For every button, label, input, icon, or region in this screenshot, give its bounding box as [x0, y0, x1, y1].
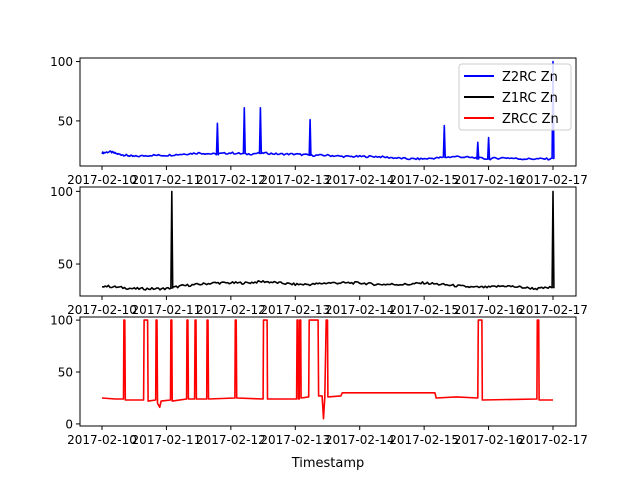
bottom-x-ticks: 2017-02-102017-02-112017-02-122017-02-13… — [67, 426, 588, 447]
middle-x-ticks: 2017-02-102017-02-112017-02-122017-02-13… — [67, 296, 588, 317]
bottom-y-tick-label: 100 — [50, 314, 73, 328]
bottom-x-tick-label: 2017-02-11 — [132, 433, 202, 447]
top-x-tick-label: 2017-02-13 — [260, 173, 330, 187]
middle-series-line-z1rc-zn — [101, 190, 555, 291]
top-x-tick-label: 2017-02-16 — [454, 173, 524, 187]
middle-x-tick-label: 2017-02-11 — [132, 303, 202, 317]
top-x-tick-label: 2017-02-10 — [67, 173, 137, 187]
legend-label-z1rc: Z1RC Zn — [502, 91, 558, 106]
top-axes-frame — [79, 57, 577, 167]
top-y-ticks: 50 100 — [50, 55, 80, 128]
bottom-x-tick-label: 2017-02-12 — [196, 433, 266, 447]
middle-y-ticks: 50 100 — [50, 185, 80, 272]
bottom-x-tick-label: 2017-02-16 — [454, 433, 524, 447]
top-x-tick-label: 2017-02-15 — [389, 173, 459, 187]
top-series-lines — [101, 60, 555, 161]
top-y-tick-label: 50 — [58, 114, 73, 128]
middle-x-tick-label: 2017-02-15 — [389, 303, 459, 317]
bottom-x-tick-label: 2017-02-14 — [325, 433, 395, 447]
middle-x-tick-label: 2017-02-12 — [196, 303, 266, 317]
middle-x-tick-label: 2017-02-10 — [67, 303, 137, 317]
middle-series-lines — [101, 190, 555, 291]
bottom-x-tick-label: 2017-02-13 — [260, 433, 330, 447]
bottom-x-tick-label: 2017-02-15 — [389, 433, 459, 447]
x-axis-title: Timestamp — [291, 456, 365, 471]
top-x-tick-label: 2017-02-11 — [132, 173, 202, 187]
middle-x-tick-label: 2017-02-16 — [454, 303, 524, 317]
legend-box — [458, 63, 572, 131]
bottom-y-tick-label: 50 — [58, 366, 73, 380]
legend-label-zrcc: ZRCC Zn — [502, 112, 559, 127]
legend: Z2RC Zn Z1RC Zn ZRCC Zn — [458, 63, 572, 131]
middle-axes-frame — [79, 186, 577, 297]
bottom-series-lines — [101, 319, 553, 420]
top-x-tick-label: 2017-02-14 — [325, 173, 395, 187]
bottom-x-tick-label: 2017-02-17 — [518, 433, 588, 447]
bottom-series-line-zrcc-zn — [101, 319, 553, 420]
middle-y-tick-label: 100 — [50, 185, 73, 199]
bottom-y-tick-label: 0 — [65, 417, 73, 431]
top-y-tick-label: 100 — [50, 55, 73, 69]
bottom-y-ticks: 0 50 100 — [50, 314, 80, 431]
top-series-line-z2rc-zn — [101, 60, 555, 161]
middle-x-tick-label: 2017-02-14 — [325, 303, 395, 317]
top-x-ticks: 2017-02-102017-02-112017-02-122017-02-13… — [67, 166, 588, 187]
middle-x-tick-label: 2017-02-17 — [518, 303, 588, 317]
legend-label-z2rc: Z2RC Zn — [502, 70, 558, 85]
top-x-tick-label: 2017-02-12 — [196, 173, 266, 187]
middle-x-tick-label: 2017-02-13 — [260, 303, 330, 317]
bottom-axes-frame — [79, 316, 577, 427]
top-x-tick-label: 2017-02-17 — [518, 173, 588, 187]
middle-y-tick-label: 50 — [58, 258, 73, 272]
bottom-x-tick-label: 2017-02-10 — [67, 433, 137, 447]
